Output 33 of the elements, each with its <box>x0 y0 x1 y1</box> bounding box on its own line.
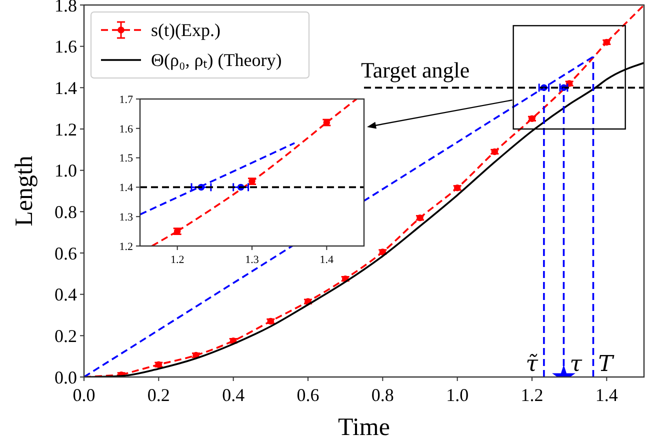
x-tick-label: 1.2 <box>170 254 184 266</box>
x-tick-label: 0.8 <box>371 385 394 405</box>
y-tick-label: 1.2 <box>54 119 77 140</box>
y-tick-label: 1.6 <box>119 123 134 136</box>
y-tick-label: 1.4 <box>119 182 134 194</box>
legend-label: s(t)(Exp.) <box>151 20 220 40</box>
x-tick-label: 0.2 <box>147 385 170 405</box>
y-tick-label: 1.5 <box>119 152 134 165</box>
y-tick-label: 0.2 <box>54 326 77 346</box>
y-tick-label: 0.8 <box>54 202 77 222</box>
y-axis-title: Length <box>11 155 38 226</box>
y-tick-label: 1.0 <box>54 160 77 181</box>
x-tick-label: 0.4 <box>222 385 245 405</box>
y-tick-label: 0.0 <box>54 367 77 388</box>
y-tick-label: 0.4 <box>54 284 77 305</box>
x-tick-label: 1.4 <box>320 254 334 266</box>
annotation: τ̃ <box>526 352 539 377</box>
legend-label: Θ(ρ₀, ρₜ) (Theory) <box>151 50 282 70</box>
x-tick-label: 1.4 <box>595 385 618 405</box>
x-tick-label: 0.6 <box>296 385 320 405</box>
annotation: T <box>598 352 616 377</box>
x-tick-label: 0.0 <box>72 385 96 405</box>
x-tick-label: 1.2 <box>520 385 544 405</box>
y-tick-label: 1.2 <box>119 240 133 253</box>
x-tick-label: 1.3 <box>245 254 260 266</box>
annotation: τ <box>570 352 583 377</box>
y-tick-label: 1.7 <box>119 94 134 106</box>
annotation: Target angle <box>361 58 470 83</box>
y-tick-label: 1.6 <box>54 36 77 57</box>
x-axis-title: Time <box>338 414 390 441</box>
x-tick-label: 1.0 <box>446 385 469 405</box>
y-tick-label: 1.3 <box>119 211 134 224</box>
y-tick-label: 1.4 <box>54 78 77 98</box>
